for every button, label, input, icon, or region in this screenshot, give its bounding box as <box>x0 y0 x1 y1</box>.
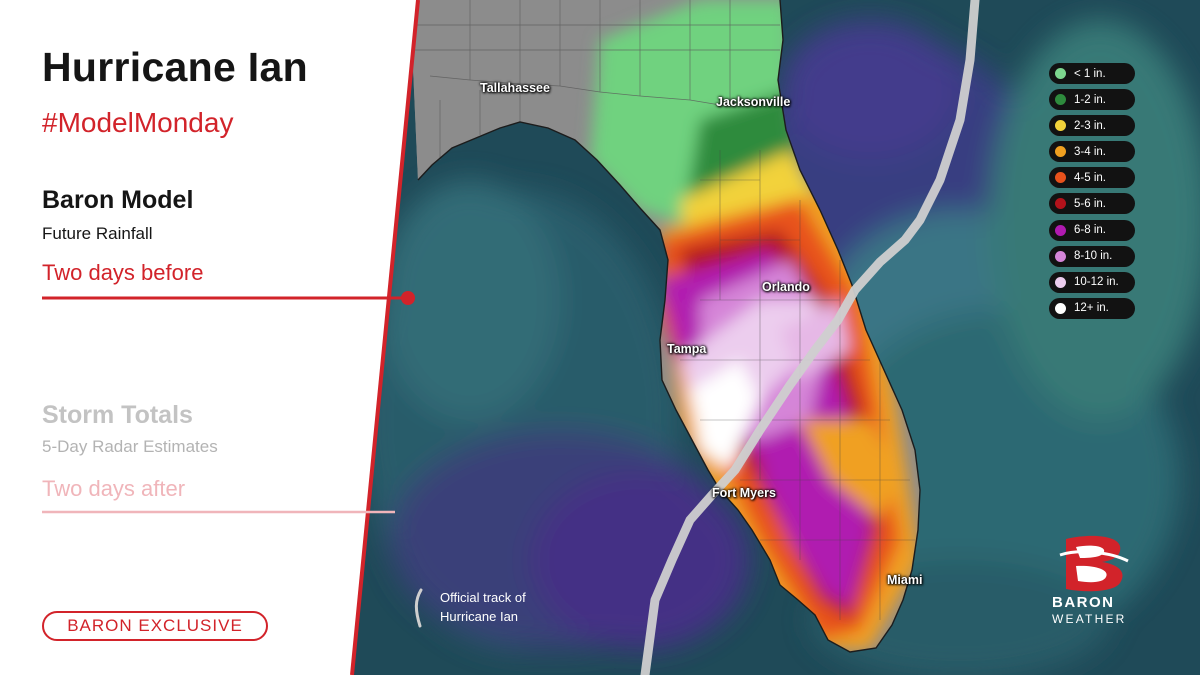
section-when: Two days after <box>42 476 186 501</box>
section-subtitle: Future Rainfall <box>42 224 153 243</box>
legend-label: 1-2 in. <box>1074 93 1106 106</box>
legend-swatch <box>1055 198 1066 210</box>
legend-swatch <box>1055 68 1066 79</box>
city-label-tallahassee: Tallahassee <box>480 81 550 95</box>
legend-swatch <box>1055 250 1066 262</box>
legend-item: 1-2 in. <box>1049 89 1135 111</box>
legend-label: 3-4 in. <box>1074 145 1106 158</box>
page-title: Hurricane Ian <box>42 44 308 90</box>
section-title: Baron Model <box>42 186 194 214</box>
legend-label: 2-3 in. <box>1074 119 1106 132</box>
logo-wordmark: BARON <box>1052 594 1115 611</box>
track-note: Official track of Hurricane Ian <box>440 588 590 626</box>
legend-item: 6-8 in. <box>1049 219 1135 241</box>
legend-item: 3-4 in. <box>1049 141 1135 163</box>
legend-label: 6-8 in. <box>1074 224 1106 237</box>
panel-background <box>0 0 420 675</box>
legend-label: 5-6 in. <box>1074 197 1106 210</box>
track-line-icon <box>414 588 423 628</box>
legend-swatch <box>1055 224 1066 236</box>
section-when: Two days before <box>42 260 204 285</box>
city-label-miami: Miami <box>887 573 923 587</box>
city-label-orlando: Orlando <box>762 280 810 294</box>
legend-swatch <box>1055 302 1066 314</box>
hashtag: #ModelMonday <box>42 107 234 138</box>
city-label-jacksonville: Jacksonville <box>716 95 791 109</box>
legend-label: 4-5 in. <box>1074 171 1106 184</box>
legend-item: 2-3 in. <box>1049 115 1135 137</box>
legend-item: < 1 in. <box>1049 63 1135 84</box>
logo-subword: WEATHER <box>1052 612 1127 626</box>
legend-label: 8-10 in. <box>1074 250 1113 263</box>
rainfall-legend: < 1 in. 1-2 in. 2-3 in. 3-4 in. 4-5 in. 5-6 i… <box>1049 63 1135 324</box>
city-label-fort-myers: Fort Myers <box>712 486 776 500</box>
legend-swatch <box>1055 146 1066 158</box>
legend-swatch <box>1055 120 1066 132</box>
legend-swatch <box>1055 276 1066 288</box>
legend-swatch <box>1055 172 1066 184</box>
info-panel: Hurricane Ian #ModelMonday Baron Model F… <box>0 0 430 675</box>
legend-item: 5-6 in. <box>1049 193 1135 215</box>
legend-item: 10-12 in. <box>1049 271 1135 293</box>
legend-item: 12+ in. <box>1049 297 1135 319</box>
exclusive-badge: BARON EXCLUSIVE <box>42 611 268 641</box>
legend-label: 10-12 in. <box>1074 276 1119 289</box>
baron-b-logo-icon <box>1059 535 1129 592</box>
legend-item: 8-10 in. <box>1049 245 1135 267</box>
track-note-line2: Hurricane Ian <box>440 609 519 624</box>
city-label-tampa: Tampa <box>667 342 707 356</box>
section-subtitle: 5-Day Radar Estimates <box>42 437 218 456</box>
legend-label: 12+ in. <box>1074 302 1109 315</box>
legend-item: 4-5 in. <box>1049 167 1135 189</box>
section-title: Storm Totals <box>42 401 193 429</box>
legend-swatch <box>1055 94 1066 106</box>
track-note-line1: Official track of <box>440 590 526 605</box>
legend-label: < 1 in. <box>1074 67 1106 80</box>
